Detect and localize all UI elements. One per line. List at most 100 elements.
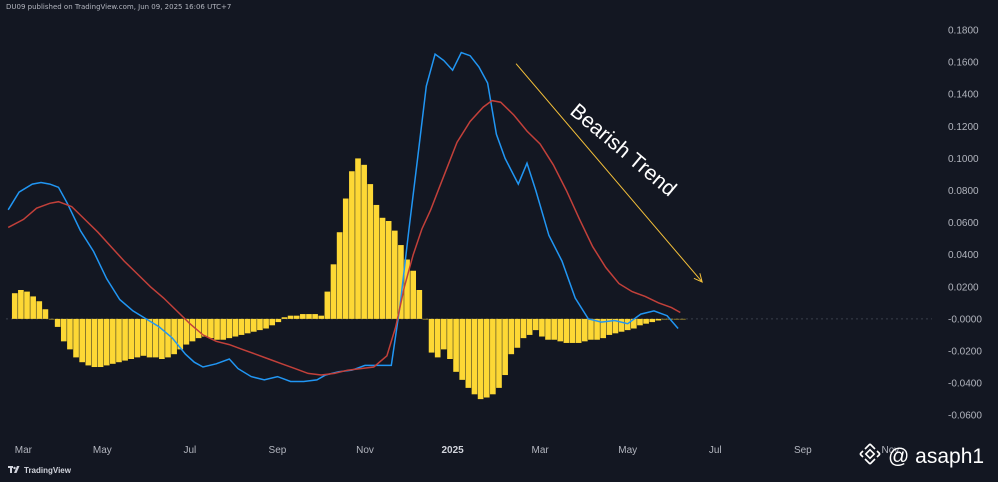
histogram-bar xyxy=(110,318,116,364)
watermark: @ asaph1 xyxy=(858,442,984,472)
histogram-bar xyxy=(103,318,110,366)
histogram-bar xyxy=(183,318,190,345)
histogram-bar xyxy=(545,318,551,340)
annotation-layer[interactable]: Bearish Trend xyxy=(515,63,703,283)
histogram-bar xyxy=(306,314,312,319)
histogram-bar xyxy=(520,318,527,339)
histogram-bar xyxy=(416,289,423,319)
histogram-bar xyxy=(79,318,86,363)
histogram-bar xyxy=(275,318,282,323)
histogram-bar xyxy=(116,318,122,363)
histogram-bar xyxy=(624,318,631,331)
histogram-bar xyxy=(208,318,214,339)
histogram-bar xyxy=(330,264,337,319)
histogram-bar xyxy=(281,317,288,319)
histogram-layer xyxy=(11,158,686,400)
x-tick-label: May xyxy=(93,445,112,456)
y-tick-label: -0.0200 xyxy=(948,346,982,357)
histogram-bar xyxy=(612,318,619,334)
bearish-trend-label[interactable]: Bearish Trend xyxy=(566,99,681,201)
y-tick-label: 0.0400 xyxy=(948,250,979,261)
histogram-bar xyxy=(514,318,521,348)
histogram-bar xyxy=(60,318,67,342)
histogram-bar xyxy=(606,318,613,335)
histogram-bar xyxy=(526,318,533,335)
histogram-bar xyxy=(287,315,294,319)
histogram-bar xyxy=(618,318,625,332)
tradingview-logo[interactable]: TradingView xyxy=(8,465,71,475)
histogram-bar xyxy=(391,230,398,319)
histogram-bar xyxy=(250,318,257,332)
histogram-bar xyxy=(563,318,570,343)
x-tick-label: Nov xyxy=(882,445,900,456)
x-tick-label: Jul xyxy=(709,445,722,456)
histogram-bar xyxy=(122,318,128,361)
watermark-handle: @ asaph1 xyxy=(888,445,985,468)
x-axis[interactable]: Mar May Jul Sep Nov 2025 Mar May Jul Sep Nov xyxy=(15,445,900,456)
y-tick-label: 0.1800 xyxy=(948,26,979,37)
histogram-bar xyxy=(48,318,55,320)
histogram-bar xyxy=(140,318,147,356)
histogram-bar xyxy=(238,318,245,335)
histogram-bar xyxy=(631,318,637,329)
histogram-bar xyxy=(637,318,643,326)
histogram-bar xyxy=(471,318,478,395)
histogram-bar xyxy=(11,293,18,319)
histogram-bar xyxy=(263,318,269,329)
histogram-bar xyxy=(165,318,171,358)
histogram-bar xyxy=(532,318,539,331)
histogram-bar xyxy=(680,318,686,320)
histogram-bar xyxy=(201,318,208,337)
x-tick-label: Sep xyxy=(269,445,287,456)
histogram-bar xyxy=(453,318,459,372)
histogram-bar xyxy=(483,318,490,398)
bearish-trend-arrow[interactable] xyxy=(515,63,703,283)
histogram-bar xyxy=(24,291,30,319)
histogram-bar xyxy=(459,318,466,380)
histogram-bar xyxy=(171,318,177,355)
histogram-bar xyxy=(18,289,24,319)
histogram-bar xyxy=(67,318,73,350)
histogram-bar xyxy=(91,318,98,368)
histogram-bar xyxy=(42,309,49,319)
histogram-bar xyxy=(336,232,343,319)
y-axis[interactable]: 0.1800 0.1600 0.1400 0.1200 0.1000 0.0800 0.06… xyxy=(948,26,982,422)
tradingview-logo-label: TradingView xyxy=(24,465,71,475)
histogram-bar xyxy=(404,259,410,319)
histogram-bar xyxy=(661,318,668,320)
histogram-bar xyxy=(655,318,662,321)
histogram-bar xyxy=(30,296,36,319)
binance-icon xyxy=(858,442,882,472)
publisher-line: DU09 published on TradingView.com, Jun 0… xyxy=(6,3,232,11)
x-tick-label: Mar xyxy=(532,445,550,456)
histogram-bar xyxy=(588,318,594,340)
histogram-bar xyxy=(398,245,404,319)
histogram-bar xyxy=(195,318,202,339)
histogram-bar xyxy=(496,318,502,388)
histogram-bar xyxy=(85,318,92,366)
histogram-bar xyxy=(189,318,196,342)
histogram-bar xyxy=(293,315,300,319)
histogram-bar xyxy=(349,171,355,319)
histogram-bar xyxy=(477,318,484,400)
histogram-bar xyxy=(551,318,557,340)
histogram-bar xyxy=(490,318,496,395)
histogram-bar xyxy=(361,164,367,319)
histogram-bar xyxy=(508,318,515,355)
y-tick-label: 0.1200 xyxy=(948,122,979,133)
histogram-bar xyxy=(434,318,441,358)
histogram-bar xyxy=(134,318,141,358)
y-tick-label: 0.0600 xyxy=(948,218,979,229)
histogram-bar xyxy=(379,217,386,319)
macd-line xyxy=(7,51,679,383)
histogram-bar xyxy=(226,318,233,339)
histogram-bar xyxy=(355,158,361,319)
histogram-bar xyxy=(643,318,649,324)
arrow-head xyxy=(693,273,703,283)
histogram-bar xyxy=(594,318,600,340)
tradingview-logo-icon xyxy=(8,465,20,475)
histogram-bar xyxy=(36,301,43,319)
histogram-bar xyxy=(673,318,680,320)
histogram-bar xyxy=(502,318,508,376)
